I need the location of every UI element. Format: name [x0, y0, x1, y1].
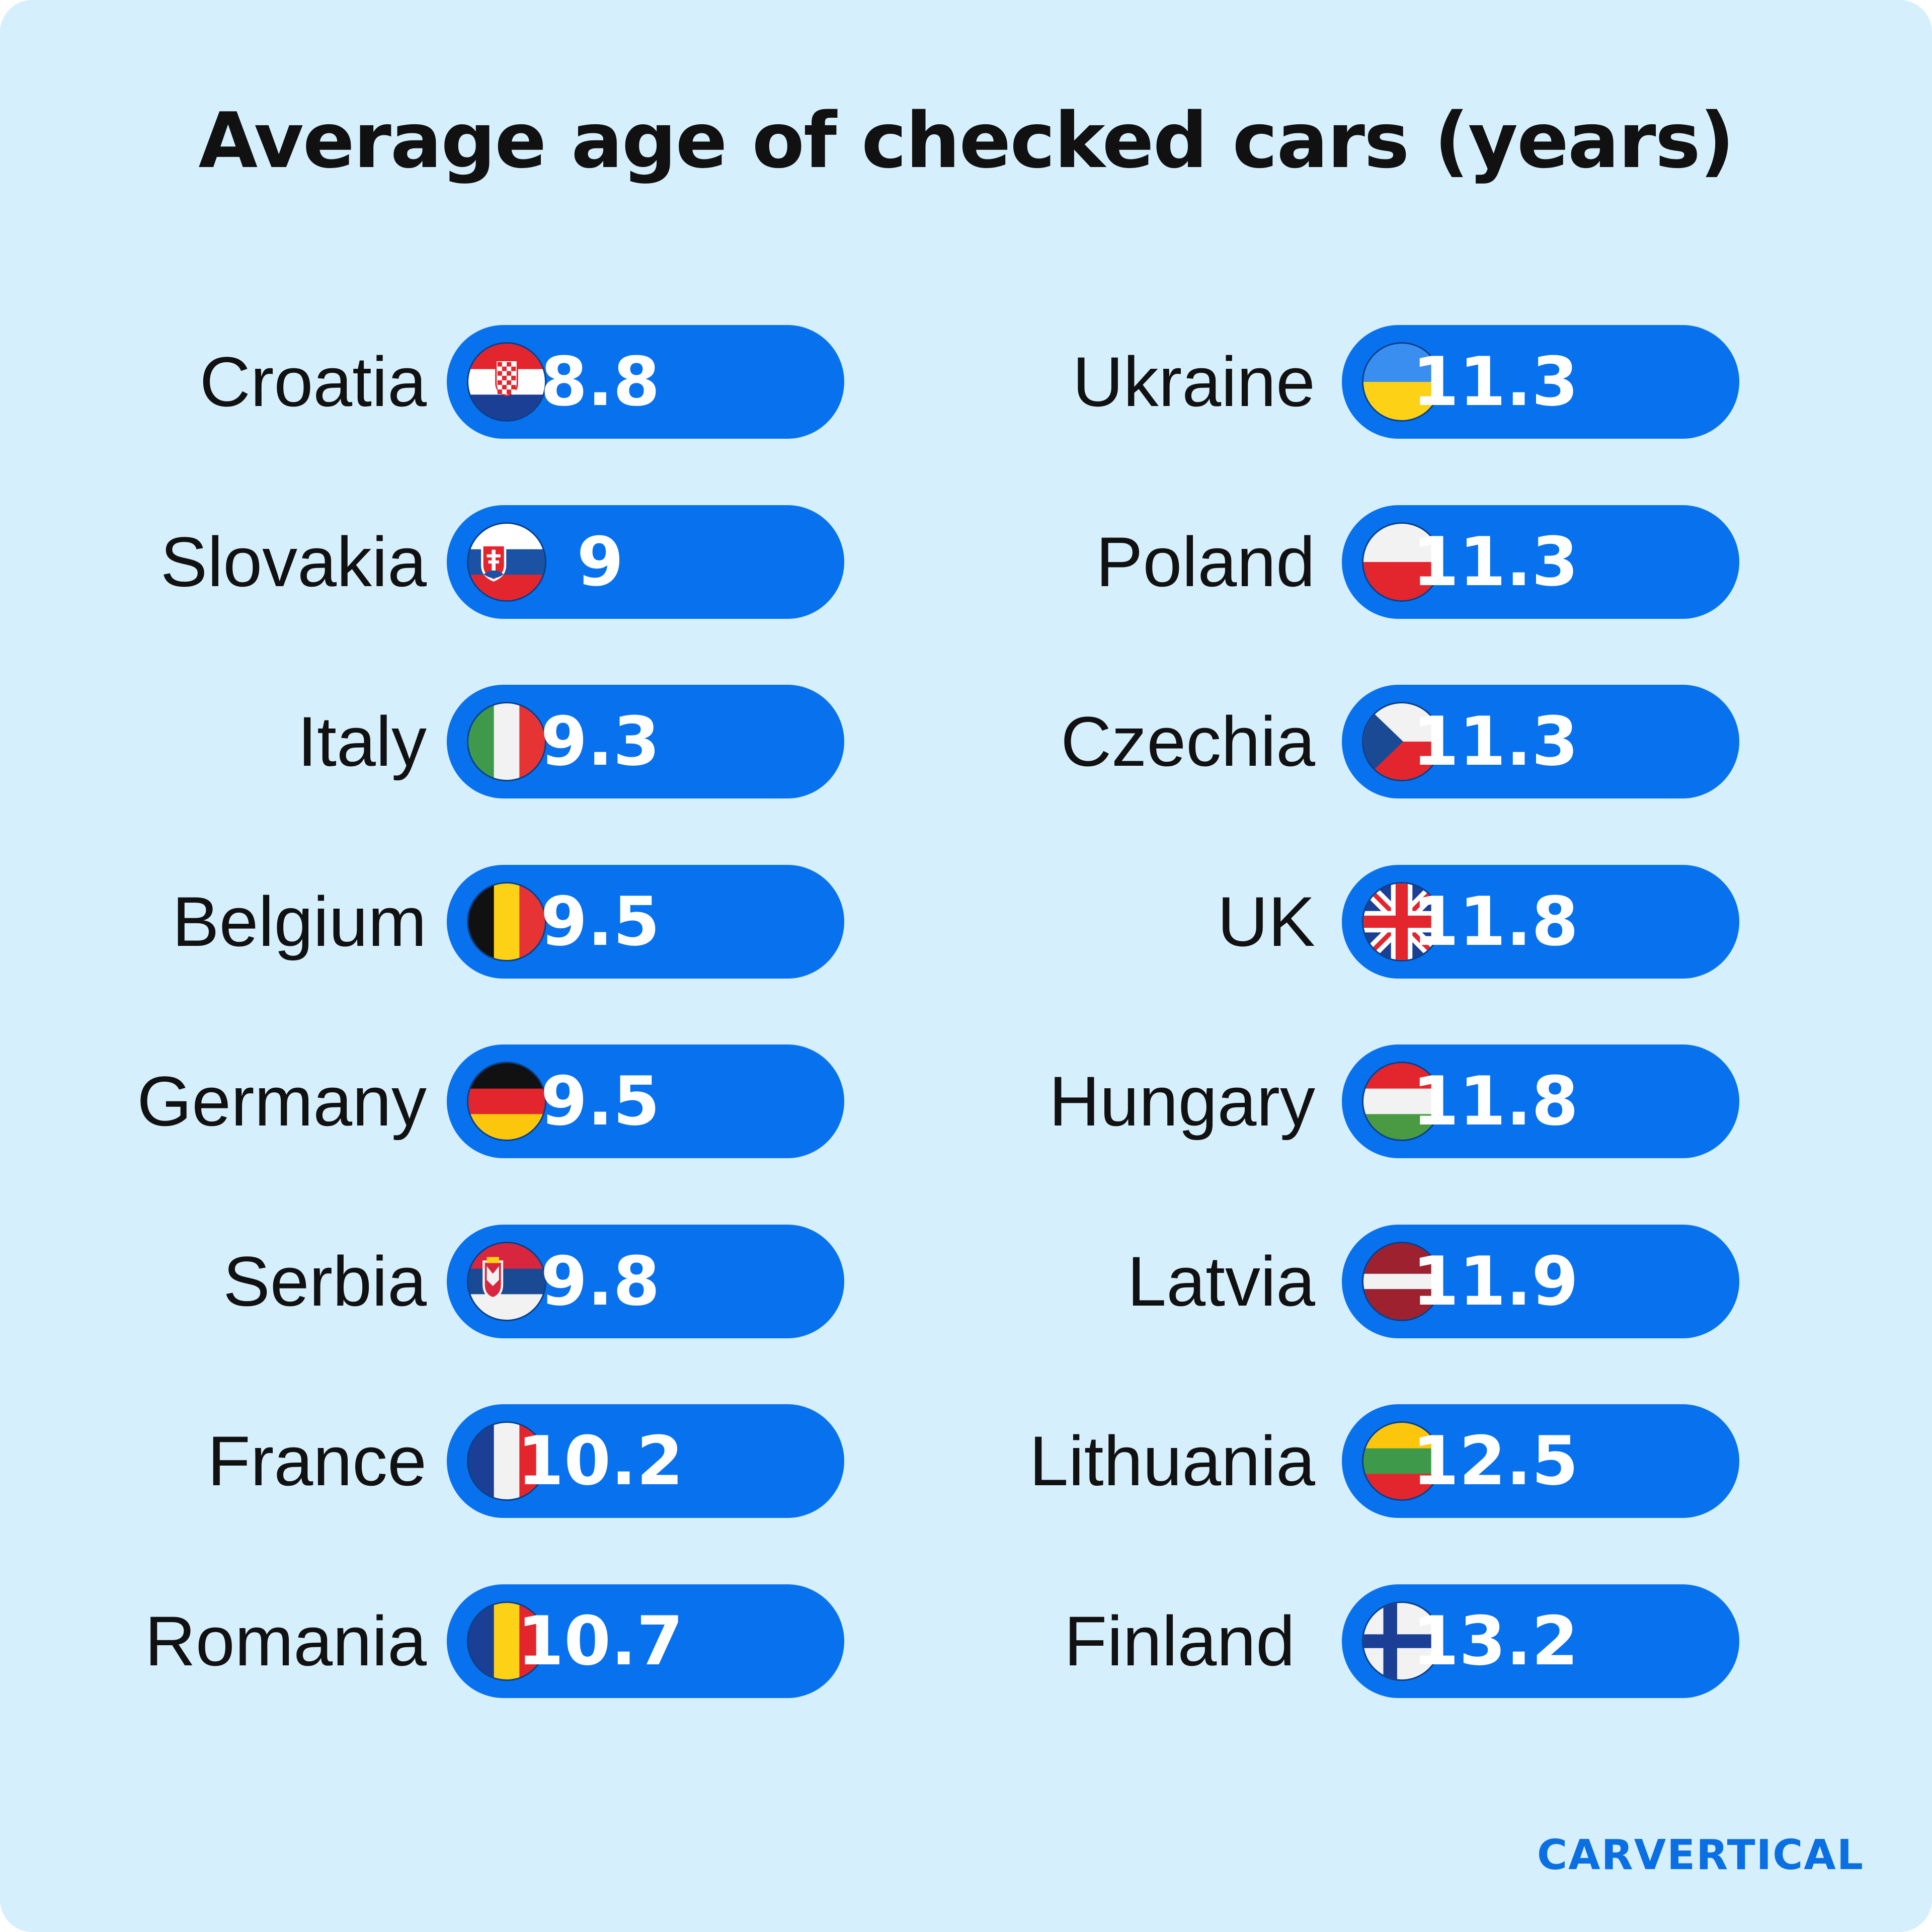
- finland-flag-icon: [1362, 1601, 1441, 1681]
- table-row: Italy 9.3: [0, 685, 1932, 798]
- table-row: Germany 9.5: [0, 1044, 1932, 1158]
- chart-title: Average age of checked cars (years): [198, 96, 1734, 185]
- age-value: 13.2: [1412, 1584, 1579, 1698]
- age-value: 11.3: [1412, 505, 1579, 619]
- value-pill: 11.3: [1342, 685, 1739, 798]
- table-row: Latvia 11.9: [0, 1224, 1932, 1338]
- age-value-text: 11.3: [1412, 702, 1579, 781]
- table-row: France 10.2: [0, 1404, 1932, 1518]
- country-label: Germany: [137, 1062, 427, 1141]
- table-row: Lithuania 12.5: [0, 1404, 1932, 1518]
- country-label: Slovakia: [160, 522, 427, 601]
- value-pill: 11.9: [1342, 1224, 1739, 1338]
- value-pill: 11.3: [1342, 505, 1739, 619]
- age-value-text: 10.7: [517, 1601, 684, 1680]
- age-value: 12.5: [1412, 1404, 1579, 1518]
- uk-flag-icon: [1362, 881, 1441, 961]
- country-label: Poland: [1096, 522, 1315, 601]
- value-pill: 10.7: [447, 1584, 844, 1698]
- table-row: Hungary 11.8: [0, 1044, 1932, 1158]
- country-label: Czechia: [1061, 702, 1315, 781]
- country-label: Latvia: [1127, 1241, 1315, 1321]
- country-label: Croatia: [199, 342, 427, 421]
- table-row: Czechia 11.3: [0, 685, 1932, 798]
- age-value: 9.5: [540, 865, 660, 979]
- age-value-text: 9.5: [540, 1062, 660, 1141]
- value-pill: 11.8: [1342, 864, 1739, 979]
- country-label: Serbia: [223, 1241, 427, 1321]
- age-value: 11.8: [1412, 1044, 1579, 1158]
- age-value: 11.8: [1412, 865, 1579, 979]
- table-row: UK 11.8: [0, 864, 1932, 979]
- age-value: 9.5: [540, 1044, 660, 1158]
- age-value: 9.8: [540, 1225, 660, 1338]
- value-pill: 9.3: [447, 685, 844, 798]
- value-pill: 12.5: [1342, 1404, 1739, 1518]
- hungary-flag-icon: [1362, 1062, 1441, 1141]
- age-value: 8.8: [540, 325, 660, 439]
- age-value: 10.2: [517, 1404, 684, 1518]
- country-label: Italy: [297, 702, 427, 781]
- age-value: 11.3: [1412, 685, 1579, 798]
- value-pill: 9: [447, 505, 844, 619]
- age-value-text: 9.3: [540, 702, 660, 781]
- country-label: Ukraine: [1072, 342, 1315, 421]
- table-row: Serbia 9.8: [0, 1224, 1932, 1338]
- age-value-text: 8.8: [540, 343, 660, 421]
- country-label: France: [207, 1421, 427, 1500]
- age-value: 11.3: [1412, 325, 1579, 439]
- croatia-flag-icon: [467, 342, 546, 422]
- age-value-text: 9.5: [540, 882, 660, 961]
- age-value: 9.3: [540, 685, 660, 798]
- age-value: 10.7: [517, 1584, 684, 1698]
- country-label: Romania: [144, 1601, 427, 1680]
- value-pill: 11.3: [1342, 325, 1739, 439]
- country-label: UK: [1217, 881, 1315, 961]
- age-value-text: 9.8: [540, 1242, 660, 1321]
- age-value: 9: [552, 505, 648, 619]
- value-pill: 11.8: [1342, 1044, 1739, 1158]
- country-label: Belgium: [172, 881, 427, 961]
- carvertical-logo: CARVERTICAL: [1537, 1831, 1864, 1879]
- age-value-text: 9: [577, 522, 624, 601]
- value-pill: 13.2: [1342, 1584, 1739, 1698]
- age-value-text: 11.3: [1412, 522, 1579, 601]
- age-value-text: 10.2: [517, 1422, 684, 1500]
- table-row: Croatia 8.8: [0, 325, 1932, 439]
- france-flag-icon: [467, 1421, 546, 1501]
- table-row: Poland 11.3: [0, 505, 1932, 619]
- age-value-text: 13.2: [1412, 1601, 1579, 1680]
- age-value-text: 12.5: [1412, 1422, 1579, 1500]
- country-label: Lithuania: [1029, 1421, 1315, 1500]
- age-value-text: 11.8: [1412, 1062, 1579, 1141]
- value-pill: 10.2: [447, 1404, 844, 1518]
- value-pill: 9.5: [447, 864, 844, 979]
- value-pill: 8.8: [447, 325, 844, 439]
- age-value-text: 11.9: [1412, 1242, 1579, 1321]
- table-row: Ukraine 11.3: [0, 325, 1932, 439]
- value-pill: 9.5: [447, 1044, 844, 1158]
- country-label: Hungary: [1049, 1062, 1315, 1141]
- table-row: Finland 13.2: [0, 1584, 1932, 1698]
- age-value: 11.9: [1412, 1225, 1579, 1338]
- table-row: Slovakia 9: [0, 505, 1932, 619]
- table-row: Belgium 9.5: [0, 864, 1932, 979]
- age-value-text: 11.3: [1412, 343, 1579, 421]
- table-row: Romania 10.7: [0, 1584, 1932, 1698]
- value-pill: 9.8: [447, 1224, 844, 1338]
- age-value-text: 11.8: [1412, 882, 1579, 961]
- country-label: Finland: [1064, 1601, 1295, 1680]
